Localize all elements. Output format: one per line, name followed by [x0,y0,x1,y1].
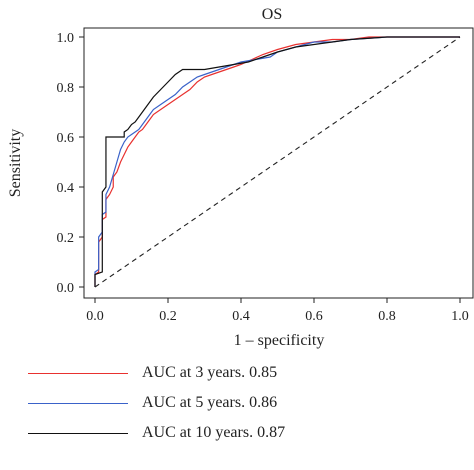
x-axis-title: 1 – specificity [234,332,325,349]
roc-chart: OS 0.0 0.2 0.4 0.6 0.8 1.0 0.0 0.2 0.4 0.6 0.8 1.0… [7,6,474,349]
x-tick-label: 0.2 [159,309,177,324]
series-line-3-years [94,36,460,287]
legend-item-5-years: AUC at 5 years. 0.86 [28,388,448,418]
x-tick-label: 0.6 [305,309,323,324]
y-tick-label: 0.6 [57,131,75,146]
plot-frame [83,27,474,299]
x-axis-ticks: 0.0 0.2 0.4 0.6 0.8 1.0 [86,298,469,324]
legend-item-10-years: AUC at 10 years. 0.87 [28,418,448,448]
reference-line-layer [94,36,461,288]
series-line-10-years [94,36,460,287]
legend-label-3-years: AUC at 3 years. 0.85 [142,364,278,381]
x-tick-label: 0.4 [232,309,250,324]
y-tick-label: 0.4 [57,181,75,196]
legend: AUC at 3 years. 0.85 AUC at 5 years. 0.8… [28,358,448,448]
y-axis-title: Sensitivity [7,129,24,197]
y-axis-ticks: 0.0 0.2 0.4 0.6 0.8 1.0 [57,31,84,296]
y-tick-label: 0.8 [57,81,75,96]
reference-diagonal-line [94,36,461,288]
y-tick-label: 1.0 [57,31,75,46]
legend-swatch-3-years [28,372,128,374]
x-tick-label: 1.0 [451,309,469,324]
legend-label-5-years: AUC at 5 years. 0.86 [142,394,278,411]
y-tick-label: 0.2 [57,231,75,246]
y-tick-label: 0.0 [57,281,75,296]
x-tick-label: 0.8 [378,309,396,324]
legend-swatch-5-years [28,402,128,404]
legend-label-10-years: AUC at 10 years. 0.87 [142,424,286,441]
series-layer [94,36,460,287]
legend-swatch-10-years [28,432,128,434]
x-tick-label: 0.0 [86,309,104,324]
chart-title: OS [262,6,282,23]
legend-item-3-years: AUC at 3 years. 0.85 [28,358,448,388]
